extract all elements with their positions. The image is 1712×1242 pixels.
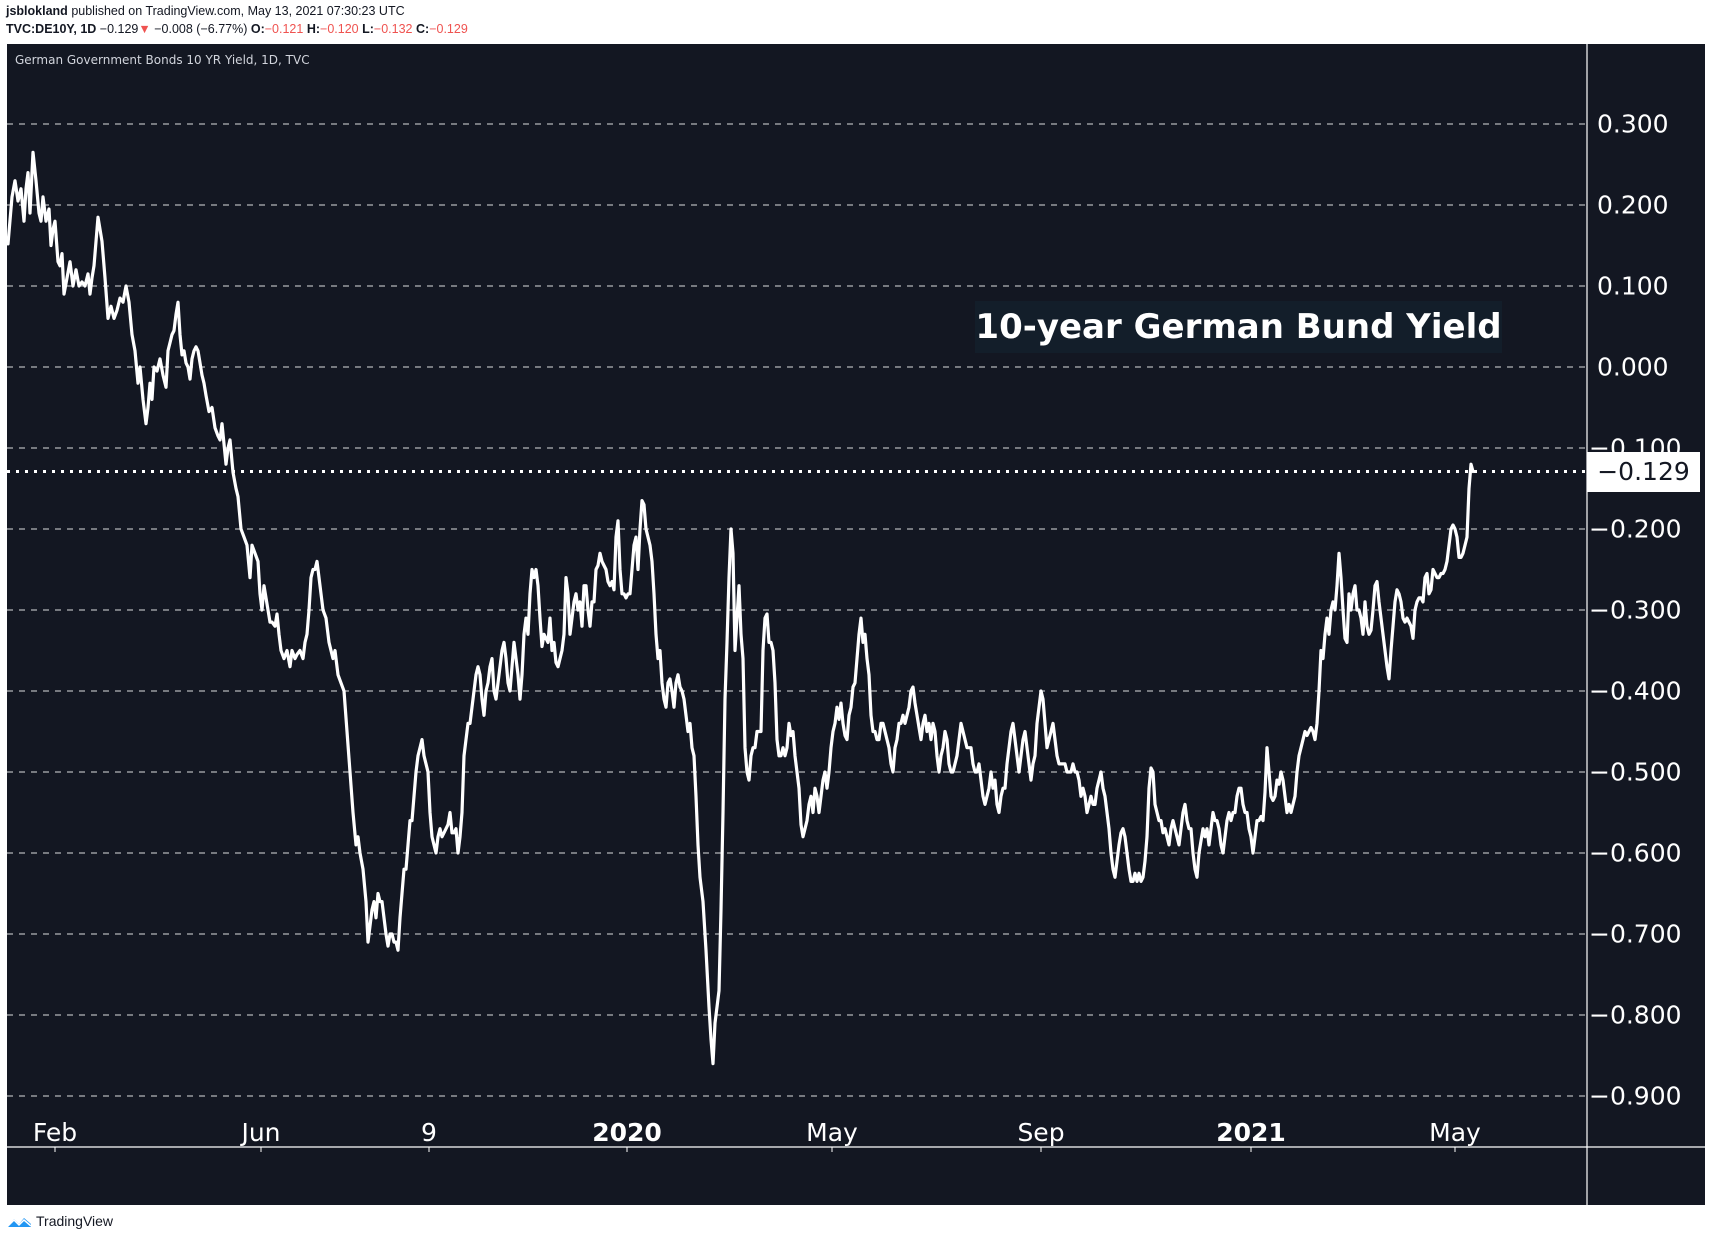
price-axis-label: 0.000 (1597, 352, 1669, 382)
time-axis-label: 2020 (592, 1118, 662, 1147)
open-label: O: (250, 22, 265, 36)
price-axis-label: 0.200 (1597, 190, 1669, 220)
time-axis-label: Sep (1017, 1118, 1065, 1147)
yield-line (7, 150, 1475, 1066)
time-axis-label: 9 (421, 1118, 437, 1147)
time-axis-label: Jun (241, 1118, 281, 1147)
time-axis-label: May (806, 1118, 858, 1147)
publish-info: jsblokland published on TradingView.com,… (6, 4, 405, 18)
chart-canvas[interactable] (7, 44, 1705, 1205)
footer-brand: TradingView (6, 1213, 113, 1229)
price-axis-label: 0.100 (1597, 271, 1669, 301)
price-axis-label: 0.300 (1597, 109, 1669, 139)
symbol-info: TVC:DE10Y, 1D −0.129▼ −0.008 (−6.77%) O:… (6, 22, 468, 36)
price-axis-label: −0.400 (1589, 676, 1682, 706)
high-value: −0.120 (320, 22, 359, 36)
chart-title: German Government Bonds 10 YR Yield, 1D,… (15, 53, 310, 67)
price-axis-label: −0.500 (1589, 757, 1682, 787)
last-price-label: −0.129 (1587, 452, 1700, 492)
price-axis-label: −0.200 (1589, 514, 1682, 544)
open-value: −0.121 (264, 22, 304, 36)
low-value: −0.132 (373, 22, 413, 36)
price-axis-label: −0.700 (1589, 919, 1682, 949)
price-axis-label: −0.600 (1589, 838, 1682, 868)
low-label: L: (362, 22, 374, 36)
last-price: −0.129 (99, 22, 139, 36)
close-label: C: (416, 22, 430, 36)
chart-panel[interactable]: German Government Bonds 10 YR Yield, 1D,… (7, 44, 1705, 1205)
close-value: −0.129 (429, 22, 468, 36)
publisher-name[interactable]: jsblokland (6, 4, 68, 18)
time-axis-label: 2021 (1216, 1118, 1286, 1147)
time-axis-label: May (1429, 1118, 1481, 1147)
time-axis-label: Feb (32, 1118, 78, 1147)
price-axis-label: −0.900 (1589, 1081, 1682, 1111)
high-label: H: (306, 22, 321, 36)
chart-annotation: 10-year German Bund Yield (975, 301, 1502, 353)
down-arrow-icon: ▼ (138, 22, 151, 36)
symbol: TVC:DE10Y, 1D (6, 22, 97, 36)
price-axis-label: −0.800 (1589, 1000, 1682, 1030)
price-change: −0.008 (−6.77%) (154, 22, 248, 36)
price-axis-label: −0.300 (1589, 595, 1682, 625)
tradingview-logo-icon (6, 1218, 32, 1228)
brand-name: TradingView (36, 1213, 114, 1229)
published-text: published on TradingView.com, May 13, 20… (71, 4, 405, 18)
